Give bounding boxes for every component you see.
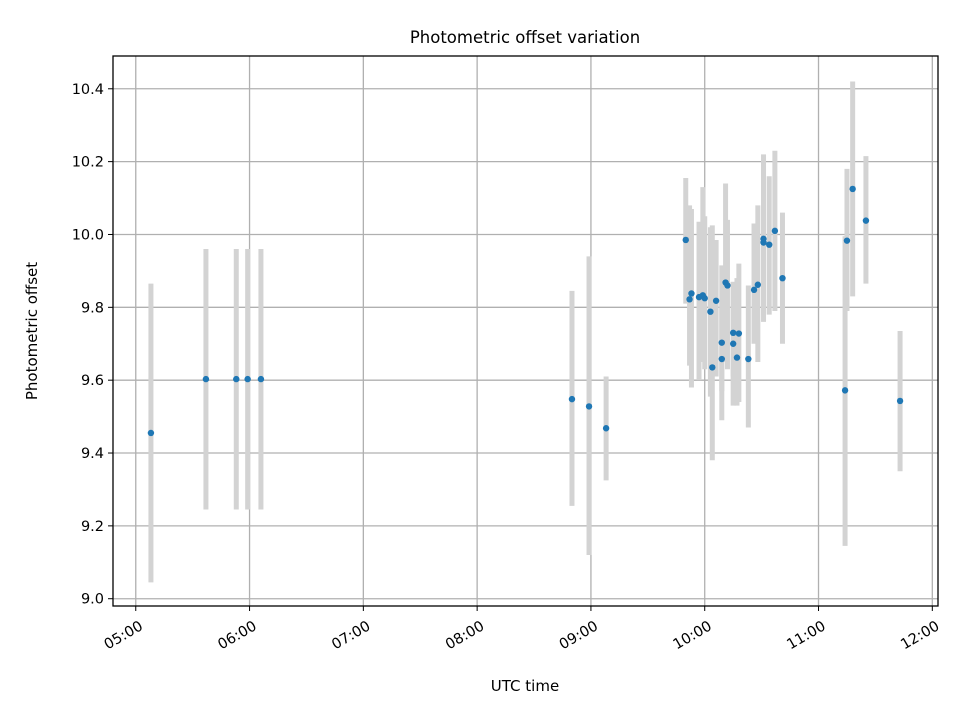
data-point (709, 364, 716, 371)
chart-title: Photometric offset variation (410, 28, 640, 47)
data-point (729, 340, 737, 347)
data-point (257, 375, 265, 383)
data-point (707, 308, 714, 315)
data-point (602, 425, 610, 432)
data-point (718, 355, 725, 363)
data-point (766, 241, 773, 248)
data-point (733, 354, 741, 361)
y-tick-label: 9.4 (81, 446, 104, 462)
y-tick-label: 10.2 (72, 155, 104, 171)
data-point (771, 227, 779, 235)
data-point (147, 429, 155, 437)
data-point (735, 330, 743, 337)
y-axis-label: Photometric offset (23, 262, 41, 400)
data-point (862, 217, 870, 224)
data-point (701, 295, 708, 302)
data-point (585, 403, 593, 410)
data-point (745, 355, 752, 363)
data-point (724, 282, 731, 289)
data-point (718, 339, 725, 346)
data-point (750, 286, 758, 294)
y-tick-label: 9.0 (81, 592, 104, 608)
y-tick-label: 9.2 (81, 519, 104, 535)
data-points (147, 185, 904, 437)
data-point (843, 237, 851, 244)
data-point (754, 281, 762, 288)
y-tick-label: 9.8 (81, 300, 104, 316)
data-point (896, 397, 904, 405)
data-point (841, 387, 849, 394)
data-point (686, 296, 693, 303)
data-point (682, 236, 689, 244)
y-tick-label: 9.6 (81, 373, 104, 389)
x-axis-label: UTC time (491, 677, 559, 695)
data-point (712, 297, 720, 304)
y-tick-label: 10.0 (72, 227, 104, 243)
data-point (729, 329, 737, 337)
data-point (568, 395, 576, 403)
y-tick-label: 10.4 (72, 82, 104, 98)
data-point (244, 375, 251, 383)
data-point (688, 290, 695, 297)
data-point (202, 375, 210, 383)
data-point (233, 375, 240, 383)
data-point (760, 239, 767, 246)
plot-frame (112, 55, 939, 607)
data-point (779, 274, 786, 282)
data-point (849, 185, 856, 193)
